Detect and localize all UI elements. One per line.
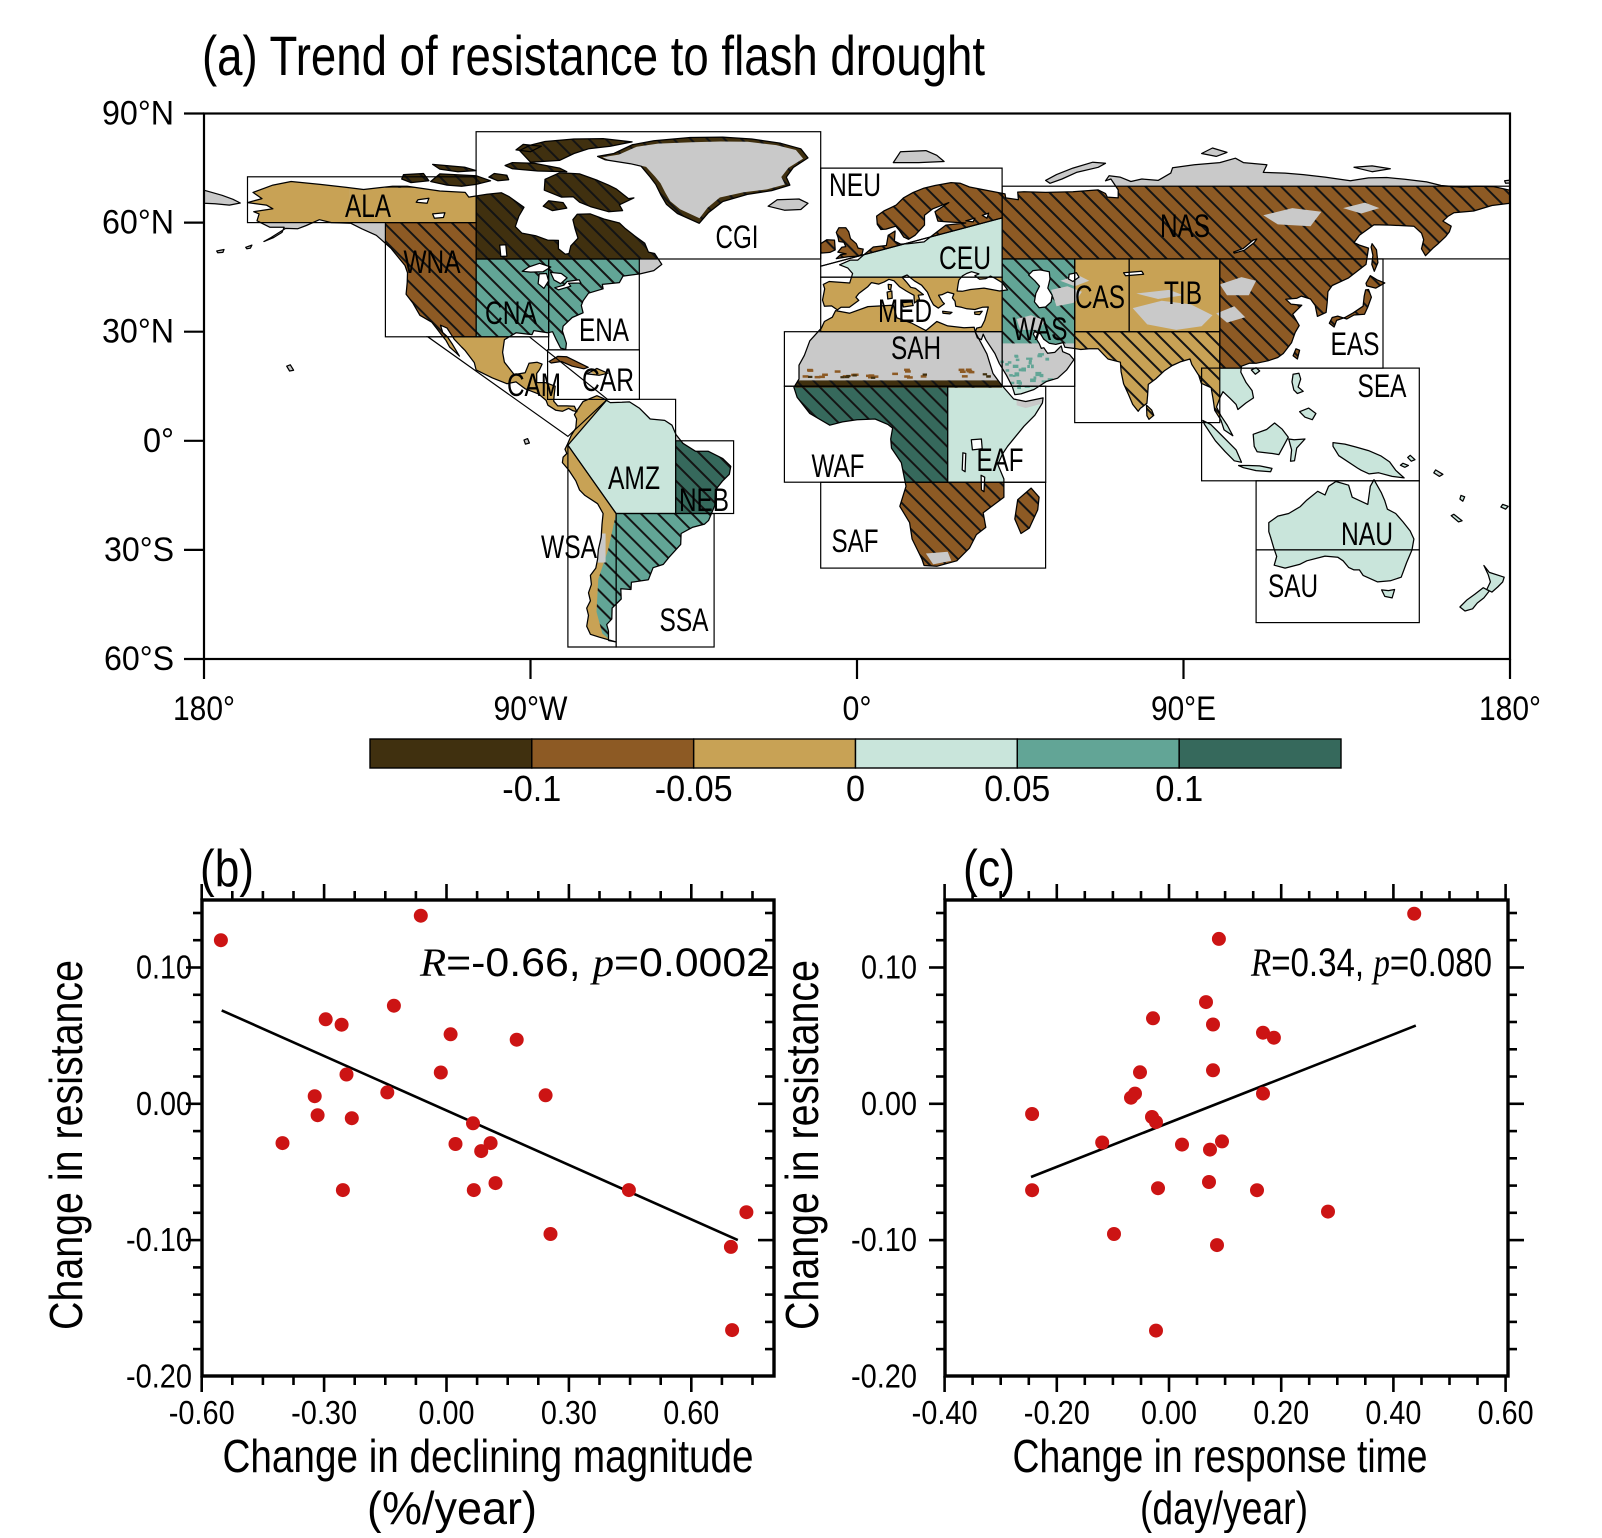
svg-text:90°N: 90°N bbox=[102, 95, 174, 133]
svg-text:-0.20: -0.20 bbox=[126, 1357, 192, 1394]
svg-text:(b): (b) bbox=[200, 840, 254, 898]
svg-text:-0.10: -0.10 bbox=[851, 1221, 917, 1258]
svg-text:WAS: WAS bbox=[1013, 311, 1068, 347]
svg-text:ALA: ALA bbox=[345, 188, 391, 224]
svg-text:CEU: CEU bbox=[939, 240, 991, 276]
svg-text:0.30: 0.30 bbox=[541, 1394, 597, 1431]
svg-text:30°S: 30°S bbox=[104, 531, 174, 569]
svg-text:0.10: 0.10 bbox=[136, 949, 192, 986]
svg-text:0.60: 0.60 bbox=[663, 1394, 719, 1431]
svg-text:Change in resistance: Change in resistance bbox=[776, 960, 828, 1330]
svg-text:0.00: 0.00 bbox=[1141, 1394, 1197, 1431]
svg-text:TIB: TIB bbox=[1164, 275, 1202, 311]
svg-text:0°: 0° bbox=[143, 422, 174, 460]
svg-text:CGI: CGI bbox=[716, 219, 759, 255]
svg-text:-0.30: -0.30 bbox=[291, 1394, 357, 1431]
svg-text:WAF: WAF bbox=[812, 448, 865, 484]
svg-text:Change in declining magnitude: Change in declining magnitude bbox=[223, 1430, 754, 1482]
svg-text:0.20: 0.20 bbox=[1253, 1394, 1309, 1431]
svg-text:R=0.34, p=0.080: R=0.34, p=0.080 bbox=[1250, 940, 1492, 985]
svg-text:(%/year): (%/year) bbox=[367, 1482, 537, 1533]
svg-text:EAF: EAF bbox=[977, 442, 1024, 478]
svg-text:(a) Trend of resistance to fla: (a) Trend of resistance to flash drought bbox=[202, 24, 985, 87]
svg-text:ENA: ENA bbox=[579, 312, 629, 348]
svg-text:90°E: 90°E bbox=[1151, 690, 1216, 728]
svg-text:60°S: 60°S bbox=[104, 640, 174, 678]
svg-text:0.1: 0.1 bbox=[1155, 768, 1203, 809]
svg-text:0: 0 bbox=[846, 768, 865, 809]
svg-text:0.10: 0.10 bbox=[861, 949, 917, 986]
svg-text:AMZ: AMZ bbox=[608, 460, 660, 496]
svg-text:NAS: NAS bbox=[1160, 208, 1210, 244]
svg-text:WSA: WSA bbox=[541, 529, 598, 565]
svg-text:SSA: SSA bbox=[660, 602, 710, 638]
svg-text:Change in resistance: Change in resistance bbox=[40, 960, 92, 1330]
svg-text:0.60: 0.60 bbox=[1478, 1394, 1534, 1431]
svg-text:MED: MED bbox=[878, 293, 932, 329]
svg-text:-0.05: -0.05 bbox=[655, 768, 733, 809]
svg-text:CAM: CAM bbox=[507, 367, 561, 403]
svg-text:SAU: SAU bbox=[1268, 568, 1318, 604]
svg-text:(day/year): (day/year) bbox=[1140, 1482, 1308, 1533]
svg-text:0°: 0° bbox=[843, 690, 872, 728]
svg-text:NEU: NEU bbox=[829, 167, 881, 203]
svg-text:EAS: EAS bbox=[1331, 326, 1380, 362]
svg-text:-0.20: -0.20 bbox=[851, 1357, 917, 1394]
svg-text:(c): (c) bbox=[963, 840, 1015, 898]
svg-text:SEA: SEA bbox=[1358, 368, 1408, 404]
svg-text:30°N: 30°N bbox=[102, 313, 174, 351]
svg-text:180°: 180° bbox=[173, 690, 235, 728]
svg-text:0.00: 0.00 bbox=[419, 1394, 475, 1431]
svg-text:0.40: 0.40 bbox=[1365, 1394, 1421, 1431]
svg-text:NAU: NAU bbox=[1341, 516, 1393, 552]
svg-text:CAS: CAS bbox=[1075, 279, 1125, 315]
svg-text:WNA: WNA bbox=[404, 244, 462, 280]
svg-text:60°N: 60°N bbox=[102, 204, 174, 242]
svg-text:SAF: SAF bbox=[832, 523, 879, 559]
svg-text:SAH: SAH bbox=[891, 330, 941, 366]
svg-text:CNA: CNA bbox=[485, 295, 538, 331]
svg-text:R=-0.66, p=0.0002: R=-0.66, p=0.0002 bbox=[419, 940, 770, 985]
svg-text:-0.1: -0.1 bbox=[502, 768, 561, 809]
svg-text:-0.10: -0.10 bbox=[126, 1221, 192, 1258]
svg-text:0.00: 0.00 bbox=[136, 1085, 192, 1122]
svg-text:90°W: 90°W bbox=[494, 690, 568, 728]
svg-text:-0.40: -0.40 bbox=[912, 1394, 978, 1431]
svg-text:0.00: 0.00 bbox=[861, 1085, 917, 1122]
svg-text:NEB: NEB bbox=[679, 482, 729, 518]
svg-text:-0.60: -0.60 bbox=[169, 1394, 235, 1431]
svg-text:Change in response time: Change in response time bbox=[1013, 1430, 1428, 1482]
svg-text:180°: 180° bbox=[1479, 690, 1541, 728]
svg-text:CAR: CAR bbox=[582, 362, 634, 398]
svg-text:0.05: 0.05 bbox=[984, 768, 1050, 809]
svg-text:-0.20: -0.20 bbox=[1024, 1394, 1090, 1431]
